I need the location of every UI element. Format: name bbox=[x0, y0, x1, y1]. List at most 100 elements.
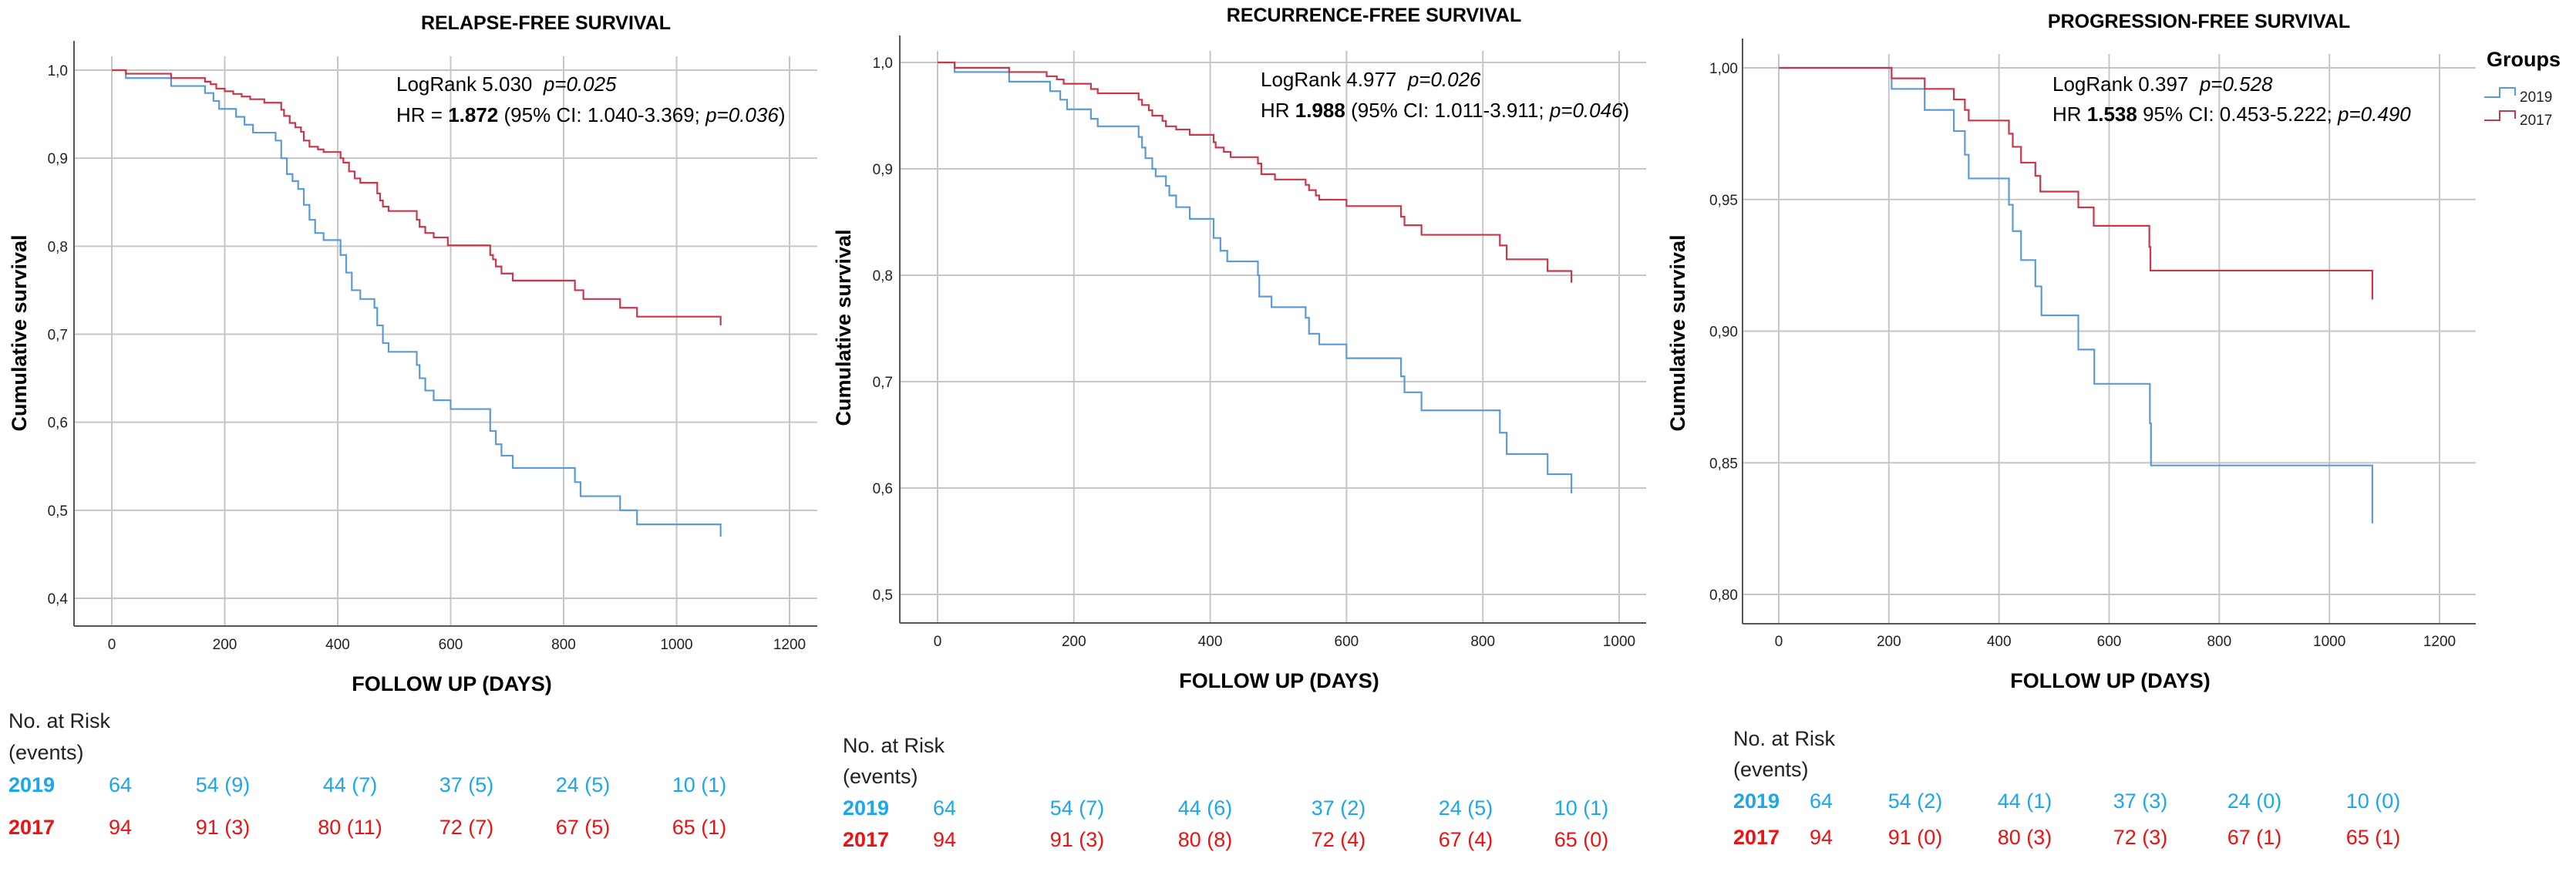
stats-annotation-line: HR = 1.872 (95% CI: 1.040-3.369; p=0.036… bbox=[396, 103, 785, 126]
y-tick-label: 0,6 bbox=[873, 481, 893, 497]
risk-cell: 80 (11) bbox=[318, 816, 382, 839]
p-value: p=0.026 bbox=[1407, 68, 1481, 91]
risk-table-subheader: (events) bbox=[8, 741, 84, 764]
legend-swatch-2019 bbox=[2484, 87, 2516, 98]
chart-title: RECURRENCE-FREE SURVIVAL bbox=[1227, 5, 1521, 26]
x-axis-label: FOLLOW UP (DAYS) bbox=[2010, 669, 2211, 692]
y-axis-label: Cumulative survival bbox=[832, 229, 855, 426]
y-tick-label: 1,0 bbox=[873, 56, 893, 72]
risk-row-group-label: 2017 bbox=[843, 828, 889, 851]
risk-cell: 72 (7) bbox=[439, 816, 494, 839]
risk-cell: 65 (1) bbox=[2346, 826, 2401, 849]
risk-table-header: No. at Risk bbox=[1733, 727, 1836, 750]
y-tick-label: 0,9 bbox=[873, 162, 893, 178]
risk-cell: 67 (4) bbox=[1439, 828, 1493, 851]
y-tick-label: 0,8 bbox=[873, 268, 893, 284]
risk-table-header: No. at Risk bbox=[8, 709, 111, 732]
survival-curve-2017 bbox=[938, 61, 1573, 283]
stats-annotation-line: HR 1.538 95% CI: 0.453-5.222; p=0.490 bbox=[2052, 103, 2411, 126]
x-tick-label: 800 bbox=[1470, 634, 1495, 650]
y-tick-label: 0,7 bbox=[873, 375, 893, 391]
risk-cell: 44 (7) bbox=[323, 773, 378, 796]
y-tick-label: 0,5 bbox=[873, 588, 893, 604]
legend-swatch-2017 bbox=[2484, 110, 2516, 121]
risk-cell: 72 (4) bbox=[1312, 828, 1366, 851]
y-tick-label: 0,80 bbox=[1709, 588, 1738, 604]
risk-table-header: No. at Risk bbox=[843, 734, 945, 757]
y-tick-label: 0,95 bbox=[1709, 193, 1738, 209]
risk-row-group-label: 2019 bbox=[8, 773, 55, 796]
x-tick-label: 200 bbox=[213, 637, 237, 653]
x-tick-label: 600 bbox=[2097, 634, 2122, 650]
risk-cell: 37 (3) bbox=[2113, 790, 2168, 813]
risk-cell: 65 (1) bbox=[672, 816, 727, 839]
risk-cell: 67 (5) bbox=[556, 816, 611, 839]
risk-cell: 64 bbox=[1810, 790, 1833, 813]
x-tick-label: 200 bbox=[1062, 634, 1086, 650]
risk-cell: 10 (1) bbox=[672, 773, 727, 796]
x-tick-label: 1000 bbox=[660, 637, 692, 653]
stats-annotation-line: LogRank 5.030 p=0.025 bbox=[396, 72, 617, 96]
y-tick-label: 0,8 bbox=[48, 239, 68, 255]
risk-cell: 10 (1) bbox=[1554, 796, 1609, 820]
p-value: p=0.046 bbox=[1549, 99, 1623, 122]
legend-entry: 2017 bbox=[2520, 113, 2552, 129]
risk-row-group-label: 2019 bbox=[1733, 790, 1780, 813]
hazard-ratio-value: 1.872 bbox=[448, 103, 498, 126]
stats-annotation-line: HR 1.988 (95% CI: 1.011-3.911; p=0.046) bbox=[1261, 99, 1629, 122]
risk-cell: 24 (5) bbox=[1439, 796, 1493, 820]
risk-cell: 67 (1) bbox=[2227, 826, 2282, 849]
stats-annotation-line: LogRank 0.397 p=0.528 bbox=[2052, 72, 2273, 96]
risk-cell: 91 (0) bbox=[1888, 826, 1943, 849]
y-tick-label: 0,4 bbox=[48, 591, 69, 608]
p-value: p=0.490 bbox=[2337, 103, 2411, 126]
x-tick-label: 400 bbox=[325, 637, 350, 653]
x-tick-label: 600 bbox=[1335, 634, 1359, 650]
survival-curve-2017 bbox=[1779, 66, 2373, 300]
x-tick-label: 400 bbox=[1198, 634, 1223, 650]
risk-cell: 37 (5) bbox=[439, 773, 494, 796]
annotation-text: ) bbox=[779, 103, 786, 126]
annotation-text: HR bbox=[2052, 103, 2087, 126]
survival-curve-2019 bbox=[1779, 66, 2373, 524]
risk-cell: 64 bbox=[109, 773, 132, 796]
y-tick-label: 0,7 bbox=[48, 328, 68, 344]
risk-cell: 44 (1) bbox=[1998, 790, 2052, 813]
annotation-text: HR = bbox=[396, 103, 448, 126]
x-tick-label: 400 bbox=[1987, 634, 2012, 650]
x-axis-label: FOLLOW UP (DAYS) bbox=[1179, 669, 1379, 692]
risk-row-group-label: 2019 bbox=[843, 796, 889, 820]
annotation-text: LogRank 4.977 bbox=[1261, 68, 1408, 91]
risk-row-group-label: 2017 bbox=[1733, 826, 1780, 849]
risk-cell: 65 (0) bbox=[1554, 828, 1609, 851]
risk-cell: 64 bbox=[933, 796, 956, 820]
risk-cell: 54 (9) bbox=[196, 773, 251, 796]
chart-title: PROGRESSION-FREE SURVIVAL bbox=[2048, 11, 2350, 32]
risk-cell: 54 (2) bbox=[1888, 790, 1943, 813]
annotation-text: HR bbox=[1261, 99, 1295, 122]
y-tick-label: 0,6 bbox=[48, 416, 68, 432]
legend-entry: 2019 bbox=[2520, 89, 2552, 106]
y-tick-label: 1,0 bbox=[48, 63, 68, 79]
annotation-text: LogRank 0.397 bbox=[2052, 72, 2200, 96]
survival-curve-2019 bbox=[938, 61, 1573, 493]
y-tick-label: 0,85 bbox=[1709, 456, 1738, 472]
risk-cell: 10 (0) bbox=[2346, 790, 2401, 813]
chart-panel-3: 0 200 400 600 800 1000 1200 1,00 0,95 0,90 0,85 0,8… bbox=[1666, 11, 2561, 849]
annotation-text: LogRank 5.030 bbox=[396, 72, 544, 96]
risk-cell: 24 (5) bbox=[556, 773, 611, 796]
risk-cell: 94 bbox=[933, 828, 956, 851]
chart-title: RELAPSE-FREE SURVIVAL bbox=[421, 12, 671, 34]
hazard-ratio-value: 1.988 bbox=[1295, 99, 1345, 122]
hazard-ratio-value: 1.538 bbox=[2087, 103, 2137, 126]
legend-title: Groups bbox=[2487, 48, 2561, 71]
y-tick-label: 0,9 bbox=[48, 151, 68, 167]
annotation-text: (95% CI: 1.040-3.369; bbox=[498, 103, 705, 126]
risk-cell: 72 (3) bbox=[2113, 826, 2168, 849]
chart-panel-2: 0 200 400 600 800 1000 1,0 0,9 0,8 0,7 0,6 0,5 RECUR… bbox=[832, 5, 1646, 851]
risk-cell: 37 (2) bbox=[1312, 796, 1366, 820]
annotation-text: ) bbox=[1623, 99, 1630, 122]
y-tick-label: 0,5 bbox=[48, 503, 68, 520]
x-tick-label: 0 bbox=[934, 634, 942, 650]
risk-cell: 91 (3) bbox=[1050, 828, 1105, 851]
